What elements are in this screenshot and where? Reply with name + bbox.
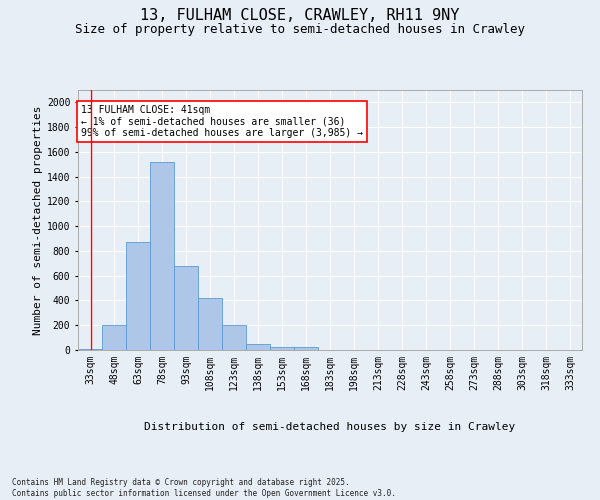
Y-axis label: Number of semi-detached properties: Number of semi-detached properties (32, 106, 43, 335)
Bar (198, 298, 222, 350)
Text: Distribution of semi-detached houses by size in Crawley: Distribution of semi-detached houses by … (145, 422, 515, 432)
Bar (222, 325, 246, 350)
Bar (78, 349, 102, 350)
Bar (174, 266, 198, 350)
Bar (126, 242, 150, 350)
Bar (270, 347, 294, 350)
Text: Size of property relative to semi-detached houses in Crawley: Size of property relative to semi-detach… (75, 22, 525, 36)
Text: 13, FULHAM CLOSE, CRAWLEY, RH11 9NY: 13, FULHAM CLOSE, CRAWLEY, RH11 9NY (140, 8, 460, 22)
Bar (294, 347, 318, 350)
Bar (150, 162, 174, 350)
Bar (102, 325, 126, 350)
Text: 13 FULHAM CLOSE: 41sqm
← 1% of semi-detached houses are smaller (36)
99% of semi: 13 FULHAM CLOSE: 41sqm ← 1% of semi-deta… (81, 105, 363, 138)
Bar (246, 344, 270, 350)
Text: Contains HM Land Registry data © Crown copyright and database right 2025.
Contai: Contains HM Land Registry data © Crown c… (12, 478, 396, 498)
